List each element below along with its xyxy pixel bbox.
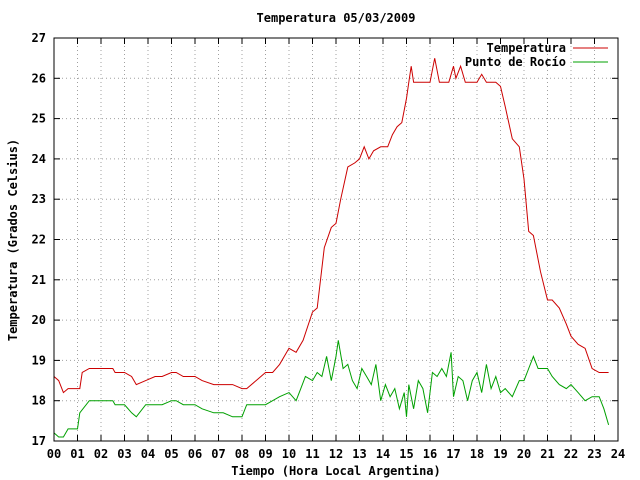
x-tick-label: 21 (540, 447, 554, 461)
y-tick-label: 19 (32, 353, 46, 367)
x-tick-label: 02 (94, 447, 108, 461)
x-tick-label: 03 (117, 447, 131, 461)
x-tick-label: 13 (352, 447, 366, 461)
temperatura-line (53, 58, 609, 394)
y-tick-label: 21 (32, 273, 46, 287)
chart-title: Temperatura 05/03/2009 (257, 11, 416, 25)
legend: Temperatura Punto de Rocío (465, 41, 608, 69)
y-tick-label: 24 (32, 152, 46, 166)
x-tick-label: 12 (329, 447, 343, 461)
x-tick-label: 07 (211, 447, 225, 461)
x-tick-label: 06 (188, 447, 202, 461)
y-axis-label: Temperatura (Grados Celsius) (6, 139, 20, 341)
x-tick-label: 09 (258, 447, 272, 461)
y-tick-label: 25 (32, 112, 46, 126)
y-tick-label: 27 (32, 31, 46, 45)
x-tick-label: 11 (305, 447, 319, 461)
series-layer (53, 58, 610, 438)
x-tick-label: 24 (611, 447, 625, 461)
x-tick-label: 00 (47, 447, 61, 461)
x-tick-label: 17 (446, 447, 460, 461)
x-tick-label: 01 (70, 447, 84, 461)
x-tick-label: 15 (399, 447, 413, 461)
y-tick-label: 17 (32, 434, 46, 448)
y-tick-label: 20 (32, 313, 46, 327)
x-tick-label: 23 (587, 447, 601, 461)
x-tick-labels: 00 01 02 03 04 05 06 07 08 09 10 11 12 13 14 15 16 17 18 19… (47, 447, 625, 461)
y-tick-label: 23 (32, 192, 46, 206)
x-tick-label: 18 (470, 447, 484, 461)
y-tick-label: 26 (32, 71, 46, 85)
punto-de-rocio-line (53, 340, 610, 438)
x-tick-label: 22 (564, 447, 578, 461)
tick-marks (53, 37, 619, 442)
x-tick-label: 08 (235, 447, 249, 461)
x-tick-label: 10 (282, 447, 296, 461)
legend-label-punto-de-rocio: Punto de Rocío (465, 55, 566, 69)
x-tick-label: 14 (376, 447, 390, 461)
x-tick-label: 05 (164, 447, 178, 461)
x-tick-label: 04 (141, 447, 155, 461)
x-tick-label: 20 (517, 447, 531, 461)
legend-label-temperatura: Temperatura (487, 41, 566, 55)
x-tick-label: 19 (493, 447, 507, 461)
x-axis-label: Tiempo (Hora Local Argentina) (231, 464, 441, 478)
x-tick-label: 16 (423, 447, 437, 461)
y-tick-label: 18 (32, 394, 46, 408)
y-tick-label: 22 (32, 233, 46, 247)
y-tick-labels: 17 18 19 20 21 22 23 24 25 26 27 (32, 31, 46, 448)
